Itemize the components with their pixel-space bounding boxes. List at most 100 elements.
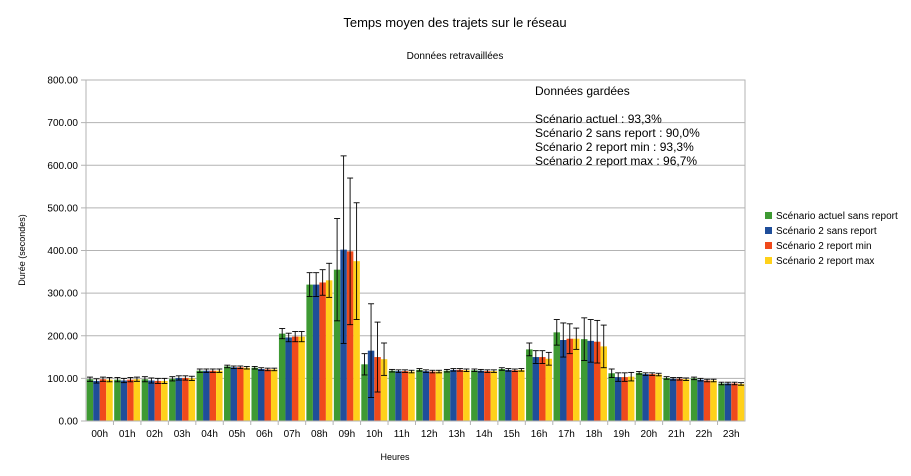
bar bbox=[291, 336, 299, 421]
chart-subtitle: Données retravaillées bbox=[407, 51, 504, 62]
bar bbox=[655, 374, 662, 421]
bar bbox=[471, 370, 478, 421]
bar bbox=[450, 369, 457, 421]
bar bbox=[133, 379, 141, 421]
x-tick-label: 14h bbox=[476, 429, 493, 440]
bar bbox=[511, 370, 519, 421]
bar bbox=[380, 359, 388, 421]
bar bbox=[416, 369, 423, 421]
bar bbox=[526, 349, 533, 421]
bar bbox=[175, 377, 183, 421]
bar bbox=[600, 346, 607, 421]
chart-title: Temps moyen des trajets sur le réseau bbox=[343, 15, 566, 30]
annotation-line: Scénario 2 sans report : 90,0% bbox=[535, 126, 700, 140]
x-axis-label: Heures bbox=[380, 452, 410, 462]
x-tick-labels: 00h 01h 02h 03h 04h 05h 06h 07h 08h 09h 10h 11h 12h 1… bbox=[91, 429, 739, 440]
y-tick-label: 800.00 bbox=[47, 76, 78, 87]
legend-label: Scénario actuel sans report bbox=[776, 211, 898, 222]
bar bbox=[114, 379, 121, 421]
bar bbox=[435, 371, 443, 421]
bar bbox=[401, 371, 409, 421]
bar bbox=[648, 374, 656, 421]
x-tick-label: 02h bbox=[146, 429, 163, 440]
bar bbox=[270, 369, 278, 421]
x-tick-label: 12h bbox=[421, 429, 438, 440]
x-tick-label: 21h bbox=[668, 429, 685, 440]
bar bbox=[224, 366, 231, 421]
bar bbox=[346, 251, 354, 421]
x-tick-label: 07h bbox=[284, 429, 301, 440]
bar bbox=[545, 358, 553, 421]
bar bbox=[443, 370, 451, 421]
bar bbox=[298, 336, 305, 421]
bar bbox=[148, 380, 155, 421]
bar bbox=[264, 369, 271, 421]
annotation-line: Scénario actuel : 93,3% bbox=[535, 112, 662, 126]
x-tick-label: 10h bbox=[366, 429, 383, 440]
legend-swatch bbox=[765, 227, 772, 234]
x-tick-label: 13h bbox=[448, 429, 465, 440]
annotation: Données gardées Scénario actuel : 93,3% … bbox=[535, 84, 700, 168]
x-tick-label: 23h bbox=[723, 429, 740, 440]
bar bbox=[141, 379, 149, 421]
bar bbox=[93, 380, 100, 421]
bar bbox=[243, 367, 251, 421]
bar bbox=[710, 380, 717, 421]
bar bbox=[120, 380, 128, 421]
bar bbox=[333, 269, 341, 421]
bar bbox=[127, 379, 134, 421]
legend-label: Scénario 2 sans report bbox=[776, 226, 877, 237]
bar bbox=[621, 377, 628, 421]
annotation-line: Scénario 2 report max : 96,7% bbox=[535, 154, 697, 168]
bar bbox=[587, 340, 594, 421]
legend-swatch bbox=[765, 212, 772, 219]
legend-label: Scénario 2 report min bbox=[776, 241, 872, 252]
x-tick-label: 03h bbox=[174, 429, 191, 440]
bar bbox=[278, 333, 286, 421]
bar bbox=[361, 364, 368, 421]
legend-swatch bbox=[765, 257, 772, 264]
bar bbox=[319, 282, 326, 421]
bar bbox=[676, 378, 683, 421]
bar bbox=[306, 284, 313, 421]
bar bbox=[188, 378, 196, 421]
y-tick-label: 300.00 bbox=[47, 289, 78, 300]
bar bbox=[505, 369, 512, 421]
bar bbox=[539, 357, 546, 421]
bar bbox=[635, 372, 643, 421]
x-tick-label: 08h bbox=[311, 429, 328, 440]
x-tick-label: 11h bbox=[394, 429, 410, 440]
bar bbox=[353, 261, 360, 421]
bar bbox=[682, 379, 690, 421]
bar bbox=[209, 370, 217, 421]
bar bbox=[312, 284, 320, 421]
bar bbox=[518, 369, 525, 421]
bar bbox=[161, 380, 168, 421]
bar bbox=[477, 370, 485, 421]
y-tick-label: 700.00 bbox=[47, 118, 78, 129]
bar bbox=[395, 371, 402, 421]
bar bbox=[490, 371, 498, 421]
x-tick-label: 16h bbox=[531, 429, 548, 440]
legend-label: Scénario 2 report max bbox=[776, 256, 874, 267]
bar bbox=[484, 371, 491, 421]
y-tick-labels: 0.00 100.00 200.00 300.00 400.00 500.00 600.00… bbox=[47, 76, 78, 428]
x-tick-label: 18h bbox=[586, 429, 603, 440]
bar bbox=[703, 380, 711, 421]
bar bbox=[580, 339, 588, 421]
annotation-line: Scénario 2 report min : 93,3% bbox=[535, 140, 694, 154]
x-tick-label: 09h bbox=[339, 429, 356, 440]
bar bbox=[566, 338, 574, 421]
bar bbox=[627, 376, 635, 421]
bar bbox=[408, 371, 415, 421]
bar bbox=[216, 370, 223, 421]
bar bbox=[532, 357, 540, 421]
bar bbox=[325, 280, 333, 421]
bar bbox=[614, 377, 622, 421]
bar bbox=[718, 383, 725, 421]
bar bbox=[106, 379, 113, 421]
bar bbox=[697, 379, 704, 421]
bar bbox=[553, 332, 561, 421]
y-tick-label: 600.00 bbox=[47, 161, 78, 172]
